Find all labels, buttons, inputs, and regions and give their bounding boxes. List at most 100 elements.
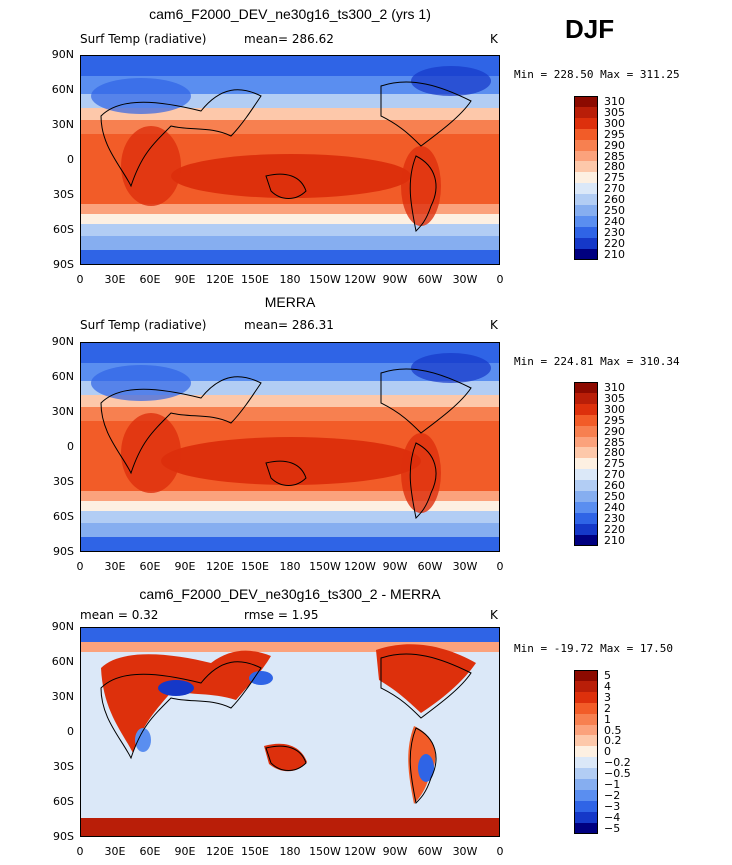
- colorbar-label: 270: [604, 468, 625, 482]
- x-tick-label: 90W: [382, 560, 408, 573]
- x-tick-label: 90W: [382, 273, 408, 286]
- x-tick-label: 180: [279, 560, 301, 573]
- colorbar-swatch: [574, 117, 598, 130]
- colorbar-label: 260: [604, 193, 625, 207]
- x-tick-label: 120E: [206, 560, 234, 573]
- colorbar-label: 305: [604, 391, 625, 405]
- panel-title: MERRA: [264, 294, 316, 310]
- colorbar-swatch: [574, 746, 598, 758]
- colorbar-swatch: [574, 680, 598, 693]
- colorbar-label: 2: [604, 701, 611, 715]
- x-tick-label: 90W: [382, 845, 408, 858]
- temperature-map: [80, 342, 500, 552]
- colorbar-swatch: [574, 724, 598, 736]
- x-tick-label: 0: [76, 845, 84, 858]
- temperature-map: [80, 55, 500, 265]
- colorbar-label: 5: [604, 669, 611, 682]
- x-tick-label: 150W: [309, 560, 341, 573]
- colorbar-swatch: [574, 392, 598, 405]
- colorbar-swatch: [574, 447, 598, 459]
- season-label: DJF: [565, 14, 615, 44]
- x-tick-label: 30E: [104, 845, 126, 858]
- colorbar-label: 275: [604, 457, 625, 471]
- x-tick-label: 0: [496, 273, 504, 286]
- colorbar-label: 280: [604, 160, 625, 174]
- y-tick-label: 30N: [51, 690, 74, 703]
- colorbar-swatch: [574, 713, 598, 725]
- y-tick-label: 90S: [53, 830, 74, 843]
- x-tick-label: 60E: [139, 845, 161, 858]
- colorbar-label: −2: [604, 788, 621, 802]
- colorbar-label: 300: [604, 402, 625, 416]
- colorbar-label: 0.5: [604, 723, 622, 737]
- x-tick-label: 90E: [174, 560, 196, 573]
- colorbar-label: 240: [604, 500, 625, 514]
- colorbar-swatch: [574, 735, 598, 747]
- colorbar-label: 310: [604, 381, 625, 394]
- colorbar-swatch: [574, 469, 598, 481]
- colorbar-swatch: [574, 425, 598, 437]
- y-tick-label: 30N: [51, 405, 74, 418]
- colorbar-swatch: [574, 414, 598, 427]
- y-tick-label: 30N: [51, 118, 74, 131]
- colorbar-label: 250: [604, 204, 625, 217]
- x-tick-label: 120W: [344, 845, 376, 858]
- colorbar-swatch: [574, 779, 598, 791]
- difference-map: [80, 627, 500, 837]
- x-tick-label: 0: [496, 845, 504, 858]
- colorbar-swatch: [574, 501, 598, 514]
- x-tick-label: 180: [279, 845, 301, 858]
- colorbar-label: 290: [604, 424, 625, 438]
- x-tick-label: 60W: [417, 560, 443, 573]
- x-tick-label: 60W: [417, 273, 443, 286]
- x-tick-label: 0: [496, 560, 504, 573]
- mean-label: mean= 286.31: [244, 318, 334, 332]
- colorbar-swatch: [574, 226, 598, 239]
- colorbar-swatch: [574, 128, 598, 141]
- colorbar-label: 310: [604, 95, 625, 108]
- y-tick-label: 60N: [51, 655, 74, 668]
- rmse-label: rmse = 1.95: [244, 608, 319, 622]
- y-tick-label: 90S: [53, 545, 74, 558]
- colorbar-label: −0.2: [604, 756, 631, 770]
- colorbar-swatch: [574, 789, 598, 802]
- x-tick-label: 150W: [309, 273, 341, 286]
- colorbar-label: 285: [604, 149, 625, 163]
- colorbar-swatch: [574, 480, 598, 492]
- colorbar-swatch: [574, 106, 598, 119]
- x-tick-label: 150E: [241, 560, 269, 573]
- colorbar-label: 280: [604, 446, 625, 460]
- colorbar-swatch: [574, 811, 598, 824]
- colorbar-swatch: [574, 215, 598, 228]
- colorbar-label: 295: [604, 127, 625, 141]
- y-tick-label: 0: [67, 153, 74, 166]
- y-tick-label: 60N: [51, 370, 74, 383]
- mean-label: mean = 0.32: [80, 608, 159, 622]
- colorbar-label: −5: [604, 821, 621, 835]
- x-tick-label: 30E: [104, 560, 126, 573]
- colorbar-label: 0.2: [604, 734, 622, 748]
- units-label: K: [490, 318, 498, 332]
- colorbar-label: −1: [604, 778, 621, 791]
- colorbar-swatch: [574, 237, 598, 250]
- colorbar-swatch: [574, 150, 598, 162]
- colorbar-label: 300: [604, 116, 625, 130]
- y-tick-label: 90N: [51, 48, 74, 61]
- colorbar-swatch: [574, 403, 598, 416]
- colorbar-label: 210: [604, 247, 625, 261]
- x-tick-label: 120E: [206, 273, 234, 286]
- x-tick-label: 90E: [174, 845, 196, 858]
- x-tick-label: 180: [279, 273, 301, 286]
- colorbar-swatch: [574, 800, 598, 813]
- colorbar-label: 250: [604, 490, 625, 503]
- x-tick-label: 150E: [241, 845, 269, 858]
- colorbar-label: 230: [604, 225, 625, 239]
- variable-label: Surf Temp (radiative): [80, 32, 207, 46]
- colorbar-swatch: [574, 96, 598, 108]
- x-tick-label: 90E: [174, 273, 196, 286]
- colorbar-swatch: [574, 670, 598, 682]
- x-tick-label: 120W: [344, 273, 376, 286]
- x-tick-label: 30W: [452, 845, 478, 858]
- y-tick-label: 90N: [51, 335, 74, 348]
- x-tick-label: 120E: [206, 845, 234, 858]
